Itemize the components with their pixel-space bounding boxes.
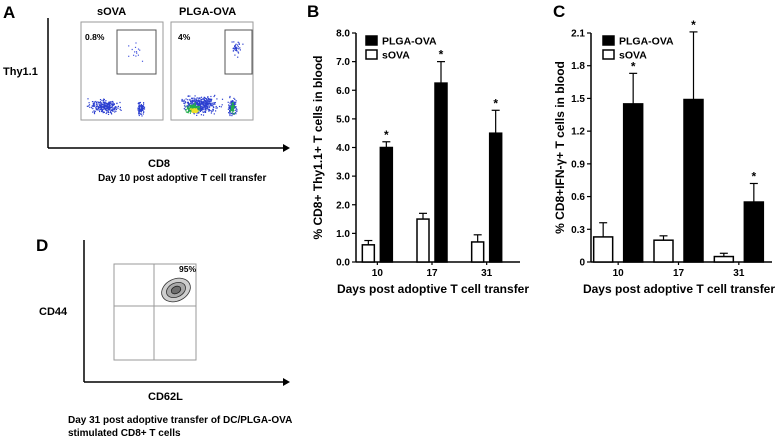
x-tick-label: 17 xyxy=(673,268,685,279)
plot-a2-title: PLGA-OVA xyxy=(179,6,237,18)
panel-d-caption-line1: Day 31 post adoptive transfer of DC/PLGA… xyxy=(68,415,293,426)
legend-swatch xyxy=(602,35,615,46)
y-tick-label: 2.1 xyxy=(571,29,585,40)
legend-swatch xyxy=(365,35,378,46)
y-tick-label: 3.0 xyxy=(336,172,350,183)
x-tick-label: 10 xyxy=(372,268,384,279)
y-tick-label: 1.5 xyxy=(571,94,585,105)
panel-a-xlabel: CD8 xyxy=(148,158,171,170)
panel-a-flow-plots: 0.8% 4% xyxy=(47,18,290,152)
gate-d-percent: 95% xyxy=(179,264,196,274)
panel-a-x-arrow xyxy=(283,144,290,152)
bar xyxy=(361,244,376,263)
bar xyxy=(592,236,614,263)
significance-marker: * xyxy=(439,48,444,62)
y-tick-label: 1.2 xyxy=(571,127,585,138)
bar xyxy=(713,255,735,263)
significance-marker: * xyxy=(493,96,498,110)
panel-a-letter: A xyxy=(3,3,16,22)
y-tick-label: 2.0 xyxy=(336,200,350,211)
panel-a-ylabel: Thy1.1 xyxy=(3,66,38,78)
x-axis-title: Days post adoptive T cell transfer xyxy=(583,282,775,296)
bar xyxy=(743,201,765,263)
flow-dots-a1 xyxy=(86,42,146,117)
y-axis-title: % CD8+ Thy1.1+ T cells in blood xyxy=(311,55,325,239)
y-tick-label: 4.0 xyxy=(336,143,350,154)
flow-plot-a2 xyxy=(170,21,254,121)
flow-plot-a1 xyxy=(80,21,164,121)
x-tick-label: 31 xyxy=(733,268,745,279)
panel-d-x-arrow xyxy=(283,378,290,386)
x-axis-title: Days post adoptive T cell transfer xyxy=(337,282,529,296)
y-tick-label: 0.3 xyxy=(571,225,585,236)
panel-d-letter: D xyxy=(36,236,49,255)
y-tick-label: 6.0 xyxy=(336,86,350,97)
legend-swatch xyxy=(365,49,378,60)
contour-population xyxy=(161,277,191,303)
panel-d-caption-line2: stimulated CD8+ T cells xyxy=(68,428,181,439)
y-tick-label: 1.8 xyxy=(571,61,585,72)
legend-label: PLGA-OVA xyxy=(382,36,437,48)
y-tick-label: 7.0 xyxy=(336,57,350,68)
y-tick-label: 1.0 xyxy=(336,229,350,240)
bar xyxy=(379,146,394,263)
significance-marker: * xyxy=(691,18,696,32)
x-tick-label: 31 xyxy=(481,268,493,279)
y-tick-label: 0.0 xyxy=(336,258,350,269)
y-tick-label: 0.9 xyxy=(571,159,585,170)
legend-swatch xyxy=(602,49,615,60)
legend-label: sOVA xyxy=(382,50,410,62)
panel-d-flow-plot: 95% xyxy=(83,240,290,386)
significance-marker: * xyxy=(384,128,389,142)
y-axis-title: % CD8+IFN-γ+ T cells in blood xyxy=(553,61,567,234)
panel-d-ylabel: CD44 xyxy=(39,306,68,318)
x-tick-label: 10 xyxy=(613,268,625,279)
plot-a1-title: sOVA xyxy=(97,6,127,18)
y-tick-label: 0.6 xyxy=(571,192,585,203)
legend-label: PLGA-OVA xyxy=(619,36,674,48)
legend-label: sOVA xyxy=(619,50,647,62)
bar xyxy=(434,82,448,263)
bar xyxy=(416,218,430,263)
panel-d-xlabel: CD62L xyxy=(148,391,183,403)
y-tick-label: 8.0 xyxy=(336,29,350,40)
gate-a2-percent: 4% xyxy=(178,32,191,42)
gate-a2 xyxy=(224,29,253,75)
y-tick-label: 0 xyxy=(579,258,585,269)
gate-a1-percent: 0.8% xyxy=(85,32,105,42)
panel-a-caption: Day 10 post adoptive T cell transfer xyxy=(98,173,267,184)
gate-a1 xyxy=(116,29,157,75)
y-tick-label: 5.0 xyxy=(336,114,350,125)
bar xyxy=(653,239,674,263)
chart-c: 0 0.3 0.6 0.9 1.2 1.5 1.8 2.1 % CD8+IFN-γ+ T cel… xyxy=(553,18,775,296)
x-tick-label: 17 xyxy=(426,268,438,279)
bar xyxy=(622,103,644,263)
bar xyxy=(683,98,704,263)
significance-marker: * xyxy=(631,59,636,73)
bar xyxy=(470,241,485,263)
bar xyxy=(488,132,503,263)
panel-b-letter: B xyxy=(307,2,320,21)
flow-dots-a2 xyxy=(181,41,244,117)
significance-marker: * xyxy=(751,169,756,183)
chart-b: 0.0 1.0 2.0 3.0 4.0 5.0 6.0 7.0 8.0 % CD8+ Thy1.1… xyxy=(311,29,529,297)
panel-c-letter: C xyxy=(553,2,566,21)
